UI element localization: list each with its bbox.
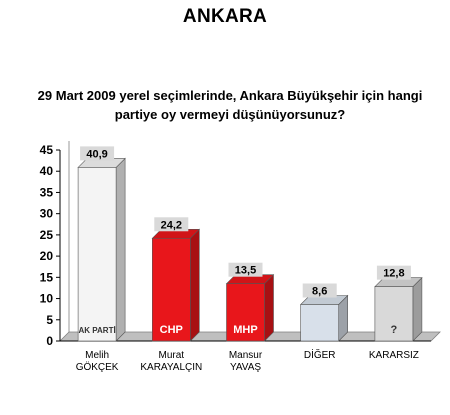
bar <box>374 286 414 342</box>
y-tick-label: 35 <box>40 185 54 199</box>
x-tick-label: Mansur <box>229 350 263 361</box>
x-tick-label: Melih <box>85 350 109 361</box>
x-tick-label: KARAYALÇIN <box>140 362 202 373</box>
y-tick-label: 5 <box>46 313 53 327</box>
y-tick-label: 10 <box>40 292 54 306</box>
y-tick-label: 40 <box>40 164 54 178</box>
bar <box>152 237 191 342</box>
bar-logo-text: ? <box>391 324 398 336</box>
bar <box>226 283 265 342</box>
bar-logo-text: MHP <box>233 324 257 336</box>
x-tick-label: Murat <box>159 350 185 361</box>
bar-side <box>115 157 126 342</box>
x-tick-label: YAVAŞ <box>230 362 261 373</box>
y-tick-label: 45 <box>40 143 54 157</box>
x-tick-label: KARARSIZ <box>369 350 419 361</box>
value-label: 12,8 <box>383 268 404 280</box>
value-label-box <box>376 265 411 280</box>
x-tick-label: DİĞER <box>304 348 336 361</box>
value-label: 40,9 <box>86 148 107 160</box>
y-tick-label: 0 <box>46 334 53 348</box>
bar <box>77 167 117 342</box>
x-tick-label: GÖKÇEK <box>76 361 119 373</box>
value-label: 8,6 <box>312 285 327 297</box>
value-label: 13,5 <box>235 265 256 277</box>
subtitle-line-2: partiye oy vermeyi düşünüyorsunuz? <box>114 107 346 122</box>
bar-side <box>190 228 200 342</box>
chart-title: ANKARA <box>182 6 268 27</box>
value-label-box <box>228 262 263 277</box>
y-tick-label: 25 <box>40 228 54 242</box>
subtitle-line-1: 29 Mart 2009 yerel seçimlerinde, Ankara … <box>37 88 423 103</box>
bar-side <box>412 276 423 342</box>
value-label-box <box>154 217 189 232</box>
chart-subtitle: 29 Mart 2009 yerel seçimlerinde, Ankara … <box>20 86 440 124</box>
bar-logo-text: CHP <box>160 324 183 336</box>
value-label-box <box>80 146 115 161</box>
y-tick-label: 30 <box>40 207 54 221</box>
bar-logo-text: AK PARTİ <box>79 326 116 335</box>
y-tick-label: 20 <box>40 249 54 263</box>
y-tick-label: 15 <box>40 270 54 284</box>
bar-side <box>264 273 274 342</box>
bar <box>300 304 340 342</box>
value-label-box <box>302 283 337 298</box>
value-label: 24,2 <box>161 219 182 231</box>
